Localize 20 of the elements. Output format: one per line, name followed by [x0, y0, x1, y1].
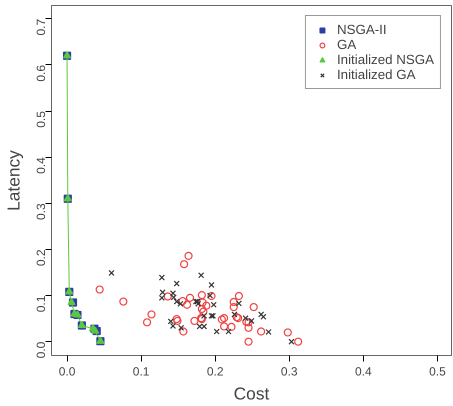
x-tick-label: 0.3	[280, 364, 298, 378]
y-tick-label: 0.7	[34, 18, 48, 36]
y-tick-label: 0.0	[34, 341, 48, 358]
y-tick-label: 0.5	[34, 110, 48, 128]
legend-label: Initialized GA	[336, 67, 416, 82]
y-tick-label: 0.4	[34, 156, 48, 174]
x-axis-title: Cost	[234, 384, 270, 404]
y-tick-label: 0.3	[34, 203, 48, 220]
y-tick-label: 0.1	[34, 295, 48, 312]
x-tick-label: 0.5	[429, 364, 446, 378]
x-tick-label: 0.2	[206, 364, 224, 378]
y-axis-title: Latency	[4, 150, 24, 211]
legend-label: NSGA-II	[336, 22, 387, 37]
x-tick-label: 0.0	[58, 364, 76, 378]
x-tick-label: 0.1	[132, 364, 150, 378]
y-tick-label: 0.2	[34, 249, 48, 266]
y-tick-label: 0.6	[34, 64, 48, 82]
legend-label: Initialized NSGA	[336, 52, 434, 67]
x-tick-label: 0.4	[355, 364, 372, 378]
legend-label: GA	[336, 37, 357, 52]
